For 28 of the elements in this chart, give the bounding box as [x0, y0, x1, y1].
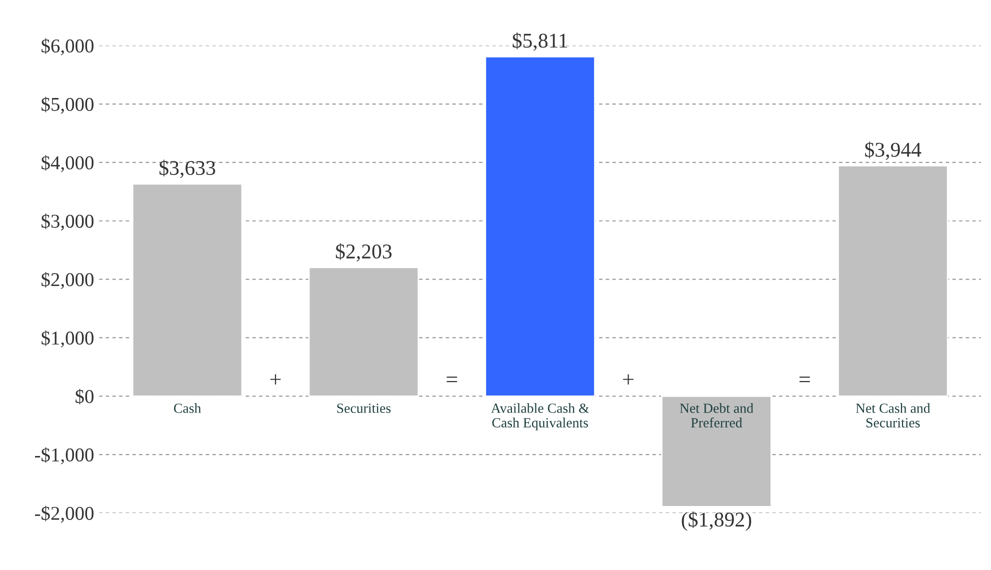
bar — [308, 266, 420, 397]
data-label: $3,944 — [865, 142, 922, 160]
bar — [838, 165, 948, 397]
y-tick-label: -$1,000 — [35, 447, 94, 464]
annotation: = — [446, 376, 458, 382]
x-tick-label: Net Debt and Preferred — [680, 403, 754, 428]
data-label: $5,811 — [512, 32, 568, 51]
annotation: = — [800, 376, 810, 382]
y-tick-label: $2,000 — [42, 272, 94, 290]
y-tick-label: -$2,000 — [35, 506, 94, 523]
bar — [484, 56, 596, 397]
bar — [661, 395, 772, 508]
data-label: $2,203 — [336, 243, 392, 262]
annotation: + — [623, 374, 634, 385]
y-tick-label: $5,000 — [42, 96, 94, 114]
y-tick-label: $1,000 — [42, 330, 94, 348]
y-tick-label: $3,000 — [42, 214, 94, 231]
x-tick-label: Available Cash & Cash Equivalents — [490, 403, 590, 430]
x-tick-label: Securities — [337, 404, 391, 413]
y-tick-label: $6,000 — [42, 38, 94, 56]
x-tick-label: Cash — [174, 403, 202, 413]
data-label: $3,633 — [160, 160, 216, 178]
bar — [132, 183, 243, 397]
x-tick-label: Net Cash and Securities — [856, 403, 930, 428]
y-tick-label: $0 — [76, 388, 94, 404]
y-tick-label: $4,000 — [42, 155, 94, 172]
annotation: + — [270, 374, 281, 385]
data-label: ($1,892) — [682, 511, 752, 531]
